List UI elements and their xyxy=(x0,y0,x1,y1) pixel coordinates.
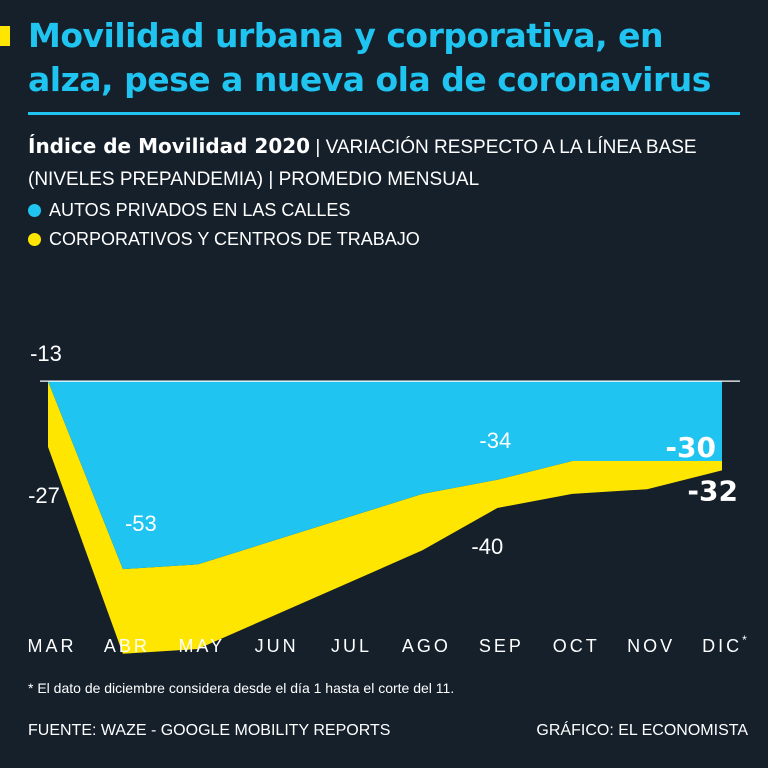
x-tick-label: MAR xyxy=(28,636,77,656)
subtitle-strong: Índice de Movilidad 2020 xyxy=(28,134,311,158)
source-label: FUENTE: WAZE - GOOGLE MOBILITY REPORTS xyxy=(28,722,391,739)
x-tick-note-marker: * xyxy=(742,633,750,647)
series-area-autos xyxy=(48,381,722,570)
x-tick-label: JUL xyxy=(331,636,372,656)
series-area-corporativos xyxy=(48,381,722,654)
x-tick-label: ABR xyxy=(104,636,150,656)
legend: AUTOS PRIVADOS EN LAS CALLES CORPORATIVO… xyxy=(28,196,420,254)
data-label: -13 xyxy=(30,341,62,366)
credit-label: GRÁFICO: EL ECONOMISTA xyxy=(536,722,748,739)
accent-bar xyxy=(0,26,10,46)
data-label: -27 xyxy=(28,483,60,508)
legend-label-corporativos: CORPORATIVOS Y CENTROS DE TRABAJO xyxy=(49,229,420,249)
mobility-chart: MAR ABR MAY JUN JUL AGO SEP OCT NOV DIC* -13 -53 -34… xyxy=(28,341,750,670)
x-tick-label: JUN xyxy=(255,636,299,656)
data-label: -34 xyxy=(479,428,511,453)
legend-dot-yellow xyxy=(28,233,41,246)
data-label: -71 xyxy=(129,667,161,670)
data-label: -53 xyxy=(125,511,157,536)
x-tick-label: SEP xyxy=(479,636,524,656)
data-label: -32 xyxy=(687,474,738,507)
legend-label-autos: AUTOS PRIVADOS EN LAS CALLES xyxy=(49,200,351,220)
data-label: -40 xyxy=(471,534,503,559)
legend-dot-blue xyxy=(28,204,41,217)
x-tick-label: DIC* xyxy=(702,633,750,656)
title-divider xyxy=(28,112,740,115)
x-tick-label: OCT xyxy=(553,636,600,656)
x-tick-label: AGO xyxy=(402,636,451,656)
legend-item-autos: AUTOS PRIVADOS EN LAS CALLES xyxy=(28,196,420,225)
data-label: -30 xyxy=(665,431,716,464)
chart-title: Movilidad urbana y corporativa, en alza,… xyxy=(28,16,711,99)
x-tick-label: NOV xyxy=(627,636,675,656)
footnote: * El dato de diciembre considera desde e… xyxy=(28,680,455,696)
x-tick-label: MAY xyxy=(178,636,225,656)
legend-item-corporativos: CORPORATIVOS Y CENTROS DE TRABAJO xyxy=(28,225,420,254)
subtitle-rest: | VARIACIÓN RESPECTO A LA LÍNEA BASE (NI… xyxy=(28,137,697,190)
chart-subtitle: Índice de Movilidad 2020 | VARIACIÓN RES… xyxy=(28,130,748,196)
